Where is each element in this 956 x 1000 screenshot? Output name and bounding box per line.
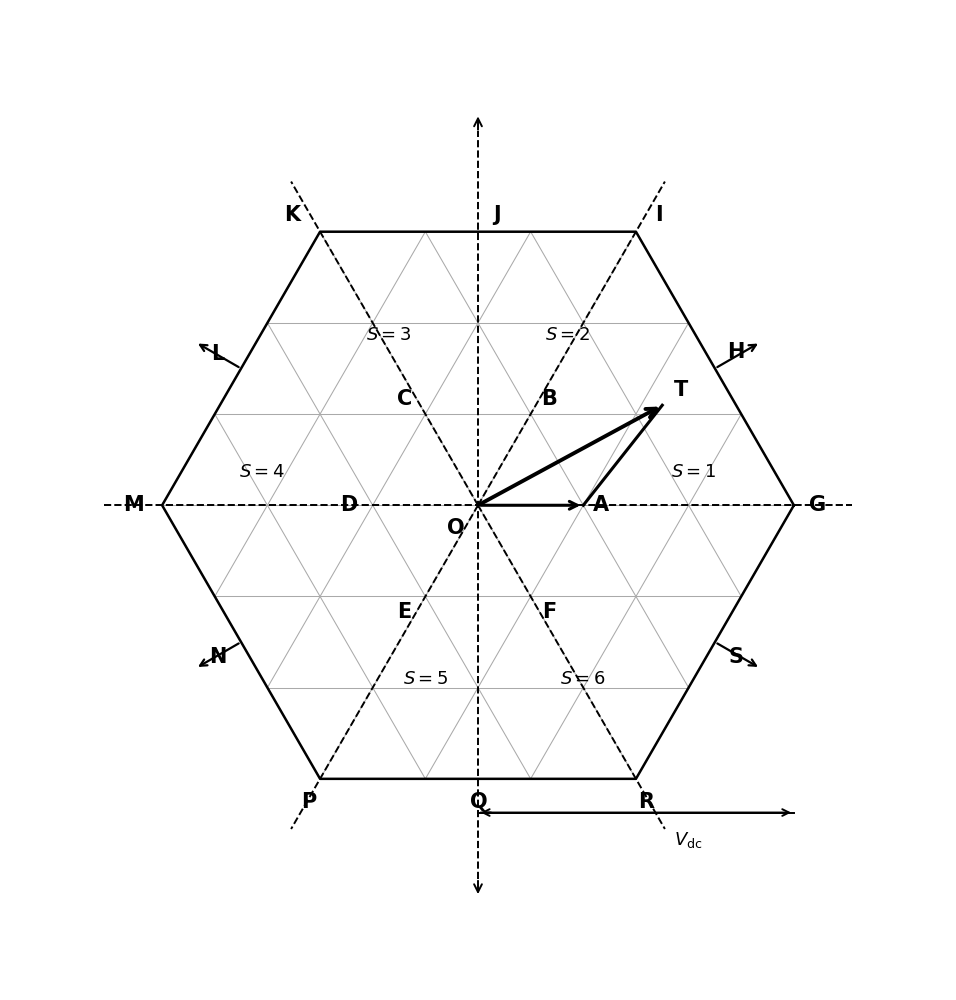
Text: $\mathbf{A}$: $\mathbf{A}$	[592, 495, 610, 515]
Text: $\mathbf{D}$: $\mathbf{D}$	[340, 495, 358, 515]
Text: $\mathbf{B}$: $\mathbf{B}$	[541, 389, 557, 409]
Text: $\mathbf{I}$: $\mathbf{I}$	[655, 205, 663, 225]
Text: $\mathbf{Q}$: $\mathbf{Q}$	[468, 790, 488, 813]
Text: $\mathbf{S}$: $\mathbf{S}$	[728, 647, 744, 667]
Text: $\mathbf{O}$: $\mathbf{O}$	[445, 518, 465, 538]
Text: $\mathbf{F}$: $\mathbf{F}$	[542, 602, 556, 622]
Text: $\mathbf{T}$: $\mathbf{T}$	[673, 380, 689, 400]
Text: $\mathit{S} = 2$: $\mathit{S} = 2$	[545, 326, 590, 344]
Text: $\mathit{S} = 4$: $\mathit{S} = 4$	[239, 463, 285, 481]
Text: $\mathbf{N}$: $\mathbf{N}$	[209, 647, 227, 667]
Text: $\mathbf{R}$: $\mathbf{R}$	[638, 792, 655, 812]
Text: $\mathbf{E}$: $\mathbf{E}$	[397, 602, 412, 622]
Text: $V_{\mathrm{dc}}$: $V_{\mathrm{dc}}$	[674, 830, 703, 850]
Text: $\mathbf{H}$: $\mathbf{H}$	[728, 342, 745, 362]
Text: $\mathit{S} = 3$: $\mathit{S} = 3$	[366, 326, 411, 344]
Text: $\mathbf{M}$: $\mathbf{M}$	[123, 495, 144, 515]
Text: $\mathbf{P}$: $\mathbf{P}$	[301, 792, 317, 812]
Text: $\mathit{S} = 5$: $\mathit{S} = 5$	[402, 670, 448, 688]
Text: $\mathbf{J}$: $\mathbf{J}$	[492, 203, 502, 227]
Text: $\mathit{S} = 6$: $\mathit{S} = 6$	[560, 670, 606, 688]
Text: $\mathbf{L}$: $\mathbf{L}$	[210, 344, 226, 364]
Text: $\mathbf{C}$: $\mathbf{C}$	[397, 389, 412, 409]
Text: $\mathbf{G}$: $\mathbf{G}$	[808, 495, 826, 515]
Text: $\mathit{S} = 1$: $\mathit{S} = 1$	[671, 463, 716, 481]
Text: $\mathbf{K}$: $\mathbf{K}$	[284, 205, 303, 225]
